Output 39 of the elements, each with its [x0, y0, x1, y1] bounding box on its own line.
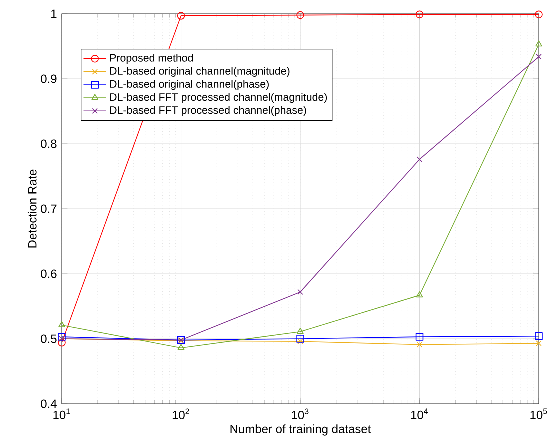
point — [416, 10, 424, 19]
x-tick-label: 10$^{4}$ — [411, 408, 428, 420]
x-tick-label: 10$^{3}$ — [292, 408, 309, 420]
x-tick-label: 10$^{5}$ — [530, 408, 548, 420]
point — [178, 344, 185, 350]
y-tick-label: 0.4 — [41, 400, 57, 408]
point — [416, 342, 423, 348]
legend-label: Proposed method — [110, 54, 194, 64]
y-tick-label: 0.8 — [41, 140, 57, 148]
point — [58, 333, 66, 342]
point — [297, 328, 304, 334]
x-tick-label: 10$^{2}$ — [172, 408, 190, 420]
point — [416, 156, 423, 163]
legend-label: DL-based FFT processed channel(phase) — [110, 106, 306, 116]
y-tick-label: 0.6 — [41, 270, 57, 278]
point — [535, 10, 543, 19]
point — [296, 12, 304, 20]
y-tick-label: 0.9 — [41, 74, 57, 84]
point — [416, 292, 424, 298]
point — [58, 339, 66, 347]
point — [536, 40, 542, 47]
x-tick-label: 10$^{1}$ — [54, 408, 70, 420]
point — [416, 333, 424, 342]
point — [536, 340, 542, 347]
point — [535, 332, 543, 340]
y-tick-label: 1 — [52, 10, 57, 18]
point — [298, 338, 304, 345]
y-tick-label: 0.5 — [41, 334, 57, 344]
x-axis-title: Number of training dataset — [230, 424, 372, 436]
y-axis-title: Detection Rate — [28, 170, 37, 248]
legend-label: DL-based original channel(phase) — [110, 80, 269, 90]
legend-label: DL-based original channel(magnitude) — [110, 67, 290, 78]
legend-label: DL-based FFT processed channel(magnitude) — [110, 93, 328, 104]
y-tick-label: 0.7 — [41, 204, 57, 214]
point — [536, 54, 542, 60]
point — [177, 12, 186, 20]
point — [58, 322, 66, 328]
point — [296, 335, 304, 344]
point — [298, 290, 304, 296]
